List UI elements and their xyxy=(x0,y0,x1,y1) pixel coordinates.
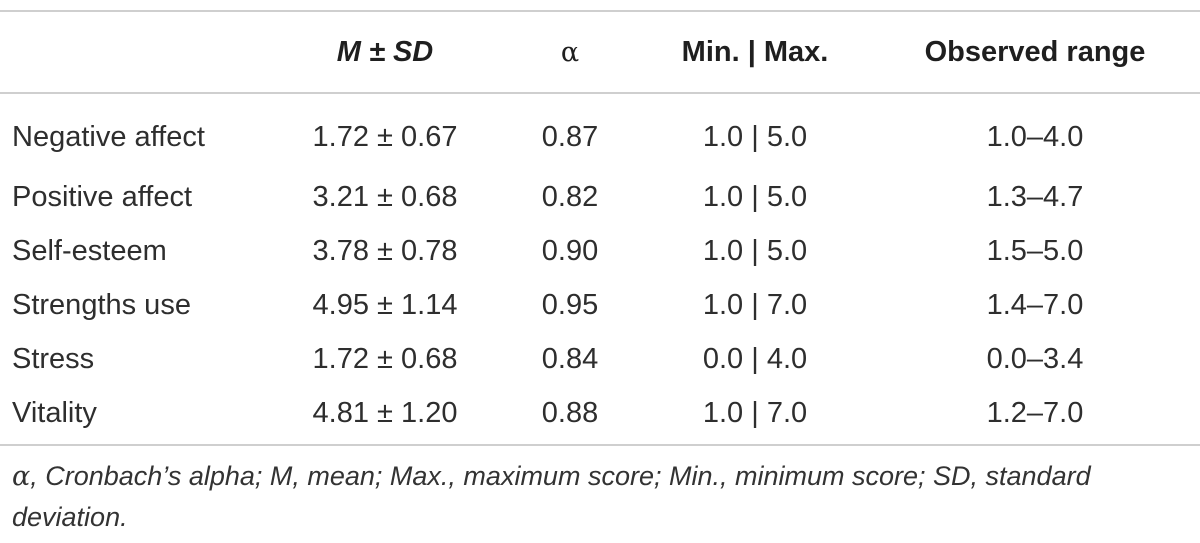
descriptive-stats-table: M ± SD α Min. | Max. Observed range Nega… xyxy=(0,12,1200,440)
header-alpha-symbol: α xyxy=(560,36,580,68)
header-observed-range: Observed range xyxy=(924,35,1146,68)
cell-observed-range: 1.2–7.0 xyxy=(986,396,1084,429)
table-row: Strengths use 4.95 ± 1.14 0.95 1.0 | 7.0… xyxy=(0,278,1200,332)
header-rule xyxy=(0,92,1200,94)
cell-observed-range: 1.3–4.7 xyxy=(986,180,1084,213)
cell-min-max: 1.0 | 5.0 xyxy=(702,180,808,213)
cell-variable: Self-esteem xyxy=(12,234,167,267)
footnote-alpha-symbol: α xyxy=(12,461,31,492)
table-row: Vitality 4.81 ± 1.20 0.88 1.0 | 7.0 1.2–… xyxy=(0,386,1200,440)
header-row: M ± SD α Min. | Max. Observed range xyxy=(0,12,1200,92)
table-row: Self-esteem 3.78 ± 0.78 0.90 1.0 | 5.0 1… xyxy=(0,224,1200,278)
header-alpha: α xyxy=(500,12,640,92)
cell-observed-range: 1.4–7.0 xyxy=(986,288,1084,321)
cell-alpha: 0.95 xyxy=(541,288,599,321)
cell-observed-range: 0.0–3.4 xyxy=(986,342,1084,375)
table-row: Stress 1.72 ± 0.68 0.84 0.0 | 4.0 0.0–3.… xyxy=(0,332,1200,386)
header-variable xyxy=(0,12,270,92)
cell-variable: Stress xyxy=(12,342,95,375)
cell-mean-sd: 1.72 ± 0.68 xyxy=(312,342,458,375)
table-footnote: α, Cronbach’s alpha; M, mean; Max., maxi… xyxy=(12,456,1192,537)
header-min-max: Min. | Max. xyxy=(681,35,829,68)
table-row: Positive affect 3.21 ± 0.68 0.82 1.0 | 5… xyxy=(0,170,1200,224)
cell-mean-sd: 4.95 ± 1.14 xyxy=(312,288,458,321)
cell-observed-range: 1.0–4.0 xyxy=(986,120,1084,153)
cell-variable: Positive affect xyxy=(12,180,193,213)
cell-min-max: 1.0 | 5.0 xyxy=(702,234,808,267)
cell-alpha: 0.84 xyxy=(541,342,599,375)
cell-variable: Negative affect xyxy=(12,120,205,153)
top-rule xyxy=(0,10,1200,12)
cell-min-max: 1.0 | 5.0 xyxy=(702,120,808,153)
footnote-text: , Cronbach’s alpha; M, mean; Max., maxim… xyxy=(12,461,1091,532)
header-mean-sd: M ± SD xyxy=(336,35,434,68)
cell-alpha: 0.82 xyxy=(541,180,599,213)
cell-mean-sd: 3.78 ± 0.78 xyxy=(312,234,458,267)
cell-mean-sd: 3.21 ± 0.68 xyxy=(312,180,458,213)
cell-mean-sd: 4.81 ± 1.20 xyxy=(312,396,458,429)
bottom-rule xyxy=(0,444,1200,446)
cell-min-max: 0.0 | 4.0 xyxy=(702,342,808,375)
cell-alpha: 0.88 xyxy=(541,396,599,429)
table-row: Negative affect 1.72 ± 0.67 0.87 1.0 | 5… xyxy=(0,92,1200,170)
cell-min-max: 1.0 | 7.0 xyxy=(702,288,808,321)
cell-observed-range: 1.5–5.0 xyxy=(986,234,1084,267)
cell-min-max: 1.0 | 7.0 xyxy=(702,396,808,429)
cell-alpha: 0.87 xyxy=(541,120,599,153)
cell-variable: Strengths use xyxy=(12,288,191,321)
cell-mean-sd: 1.72 ± 0.67 xyxy=(312,120,458,153)
cell-variable: Vitality xyxy=(12,396,97,429)
cell-alpha: 0.90 xyxy=(541,234,599,267)
